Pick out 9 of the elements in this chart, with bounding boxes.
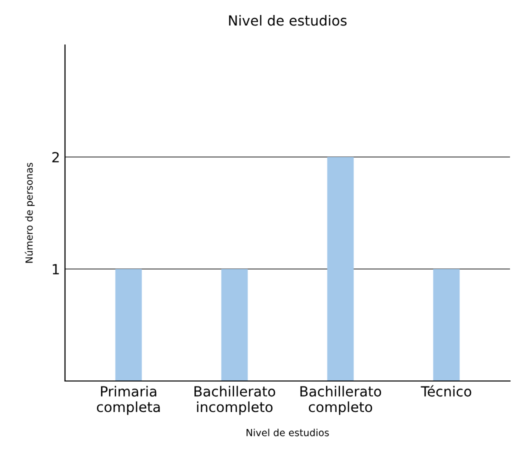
x-tick-label: Técnico [420, 385, 472, 397]
y-tick-label: 2 [52, 152, 59, 162]
chart-title: Nivel de estudios [229, 15, 347, 26]
x-tick-label: Bachillerato completo [300, 386, 382, 415]
x-tick-label: Bachillerato incompleto [194, 386, 276, 415]
x-axis-title: Nivel de estudios [246, 428, 329, 436]
x-tick-label: Primaria completa [96, 386, 160, 415]
y-axis-title: Número de personas [24, 162, 35, 263]
y-tick-label: 1 [52, 264, 59, 274]
